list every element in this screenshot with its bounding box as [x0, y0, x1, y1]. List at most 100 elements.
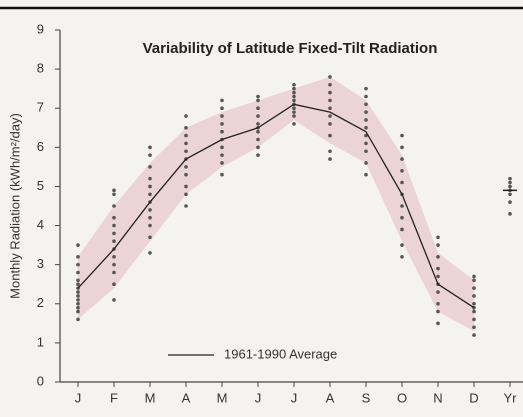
data-point	[184, 125, 188, 130]
x-tick-label: F	[110, 390, 118, 405]
data-point	[76, 282, 80, 287]
data-point	[292, 90, 296, 95]
data-point	[184, 192, 188, 197]
data-point	[328, 157, 332, 161]
data-point	[184, 204, 188, 208]
y-axis-label: Monthly Radiation (kWh/m²/day)	[7, 113, 22, 299]
data-point	[148, 235, 152, 240]
data-point	[256, 114, 260, 118]
data-point	[508, 176, 512, 181]
data-point	[436, 255, 440, 259]
x-tick-label: A	[326, 390, 335, 405]
y-tick-label: 0	[37, 373, 44, 388]
x-tick-label: S	[362, 390, 371, 405]
data-point	[112, 282, 116, 287]
data-point	[292, 114, 296, 118]
data-point	[184, 141, 188, 146]
data-point	[400, 157, 404, 161]
data-point	[76, 270, 80, 275]
data-point	[472, 301, 476, 306]
data-point	[148, 215, 152, 220]
data-point	[76, 309, 80, 314]
data-point	[508, 192, 512, 197]
data-point	[256, 129, 260, 134]
y-tick-label: 9	[37, 21, 44, 36]
data-point	[400, 169, 404, 173]
y-tick-label: 7	[37, 100, 44, 115]
x-tick-label: N	[433, 390, 442, 405]
data-point	[148, 184, 152, 189]
data-point	[328, 133, 332, 138]
data-point	[364, 125, 368, 130]
data-point	[292, 82, 296, 87]
data-point	[112, 223, 116, 228]
data-point	[292, 98, 296, 103]
data-point	[364, 133, 368, 138]
data-point	[256, 145, 260, 150]
data-point	[76, 301, 80, 306]
data-point	[76, 317, 80, 322]
data-point	[148, 251, 152, 255]
data-point	[112, 270, 116, 275]
data-point	[328, 98, 332, 103]
data-point	[508, 184, 512, 189]
data-point	[364, 86, 368, 91]
data-point	[436, 235, 440, 240]
data-point	[220, 129, 224, 134]
data-point	[184, 172, 188, 177]
data-point	[220, 122, 224, 126]
data-point	[364, 102, 368, 107]
data-point	[220, 172, 224, 177]
y-tick-label: 4	[37, 217, 44, 232]
data-point	[364, 118, 368, 122]
data-point	[220, 153, 224, 157]
data-point	[472, 274, 476, 279]
x-tick-label: J	[75, 390, 82, 405]
y-tick-label: 5	[37, 178, 44, 193]
y-tick-label: 2	[37, 295, 44, 310]
data-point	[112, 239, 116, 243]
data-point	[400, 204, 404, 208]
average-line	[77, 103, 475, 309]
data-point	[328, 75, 332, 79]
data-point	[184, 133, 188, 138]
data-point	[112, 262, 116, 267]
x-tick-label: O	[397, 390, 407, 405]
data-point	[436, 321, 440, 326]
data-point	[328, 106, 332, 111]
y-tick-label: 8	[37, 61, 44, 76]
y-tick-label: 6	[37, 139, 44, 154]
data-point	[508, 212, 512, 216]
data-point	[76, 243, 80, 247]
data-point	[508, 180, 512, 185]
data-point	[256, 106, 260, 111]
data-point	[364, 94, 368, 99]
data-point	[328, 122, 332, 126]
data-point	[112, 192, 116, 197]
data-point	[76, 255, 80, 259]
data-point	[472, 325, 476, 330]
data-point	[472, 278, 476, 283]
data-point	[256, 137, 260, 142]
data-point	[364, 141, 368, 146]
data-point	[292, 110, 296, 114]
x-tick-label: M	[145, 390, 156, 405]
data-point	[148, 223, 152, 228]
data-point	[400, 133, 404, 138]
data-point	[472, 317, 476, 322]
data-point	[364, 110, 368, 114]
x-tick-label: A	[182, 390, 191, 405]
data-point	[328, 149, 332, 154]
range-band	[78, 76, 474, 332]
data-point	[400, 145, 404, 150]
data-point	[400, 243, 404, 247]
data-point	[148, 145, 152, 150]
data-point	[436, 309, 440, 314]
y-tick-label: 1	[37, 334, 44, 349]
data-point	[400, 180, 404, 185]
y-tick-label: 3	[37, 256, 44, 271]
data-point	[364, 172, 368, 177]
data-point	[472, 286, 476, 290]
